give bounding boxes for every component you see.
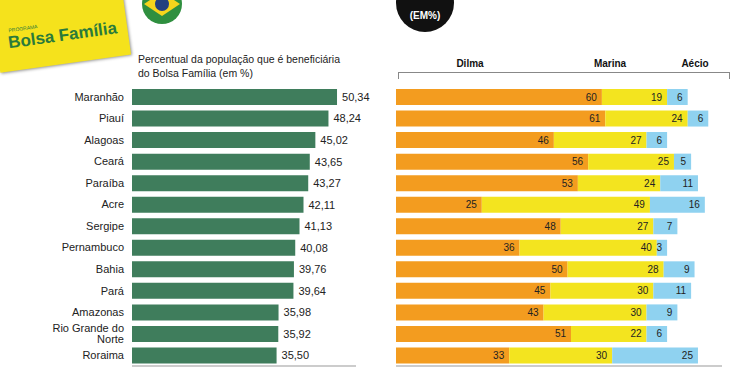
svg-text:3: 3 [657,242,663,253]
svg-text:6: 6 [677,92,683,103]
svg-text:9: 9 [667,307,673,318]
svg-text:35,50: 35,50 [282,349,310,361]
svg-text:48: 48 [545,221,557,232]
svg-text:Ceará: Ceará [94,155,125,167]
svg-text:39,76: 39,76 [299,263,327,275]
svg-text:27: 27 [637,221,649,232]
svg-text:40,08: 40,08 [300,242,328,254]
svg-text:Pernambuco: Pernambuco [62,241,124,253]
svg-text:Alagoas: Alagoas [84,134,124,146]
svg-text:27: 27 [630,135,642,146]
svg-text:39,64: 39,64 [298,285,326,297]
svg-text:30: 30 [596,350,608,361]
html-text:Percentual da população que é: Percentual da população que é beneficiár… [138,53,340,79]
svg-text:43: 43 [527,307,539,318]
html-text:Aécio: Aécio [681,58,709,69]
svg-text:50: 50 [551,264,563,275]
svg-text:Maranhão: Maranhão [74,91,124,103]
svg-text:Piauí: Piauí [99,112,124,124]
svg-text:11: 11 [683,178,694,189]
svg-text:41,13: 41,13 [305,220,333,232]
html-text:Dilma: Dilma [456,58,484,69]
svg-text:Bahia: Bahia [96,263,125,275]
html-text:(EM%): (EM%) [409,10,441,21]
svg-text:Sergipe: Sergipe [86,220,124,232]
svg-text:24: 24 [672,113,684,124]
html-text:Marina: Marina [593,58,627,69]
svg-text:33: 33 [493,350,505,361]
svg-text:53: 53 [562,178,574,189]
svg-text:30: 30 [630,307,642,318]
html-text:PROGRAMA: PROGRAMA [8,23,38,34]
svg-text:Acre: Acre [101,198,124,210]
svg-text:9: 9 [684,264,690,275]
svg-text:Roraima: Roraima [82,349,124,361]
svg-text:7: 7 [667,221,673,232]
svg-text:6: 6 [698,113,704,124]
svg-text:61: 61 [589,113,601,124]
svg-text:40: 40 [641,242,653,253]
svg-text:49: 49 [634,199,646,210]
svg-text:30: 30 [637,285,649,296]
svg-text:5: 5 [681,156,687,167]
svg-text:19: 19 [651,92,663,103]
svg-text:35,92: 35,92 [283,328,311,340]
svg-text:43,27: 43,27 [313,177,341,189]
svg-text:6: 6 [657,135,663,146]
svg-text:11: 11 [676,285,687,296]
svg-text:46: 46 [538,135,550,146]
svg-text:25: 25 [682,350,694,361]
svg-text:Paraíba: Paraíba [85,177,124,189]
svg-text:42,11: 42,11 [309,199,336,211]
svg-text:43,65: 43,65 [315,156,343,168]
svg-text:45,02: 45,02 [320,134,348,146]
svg-text:60: 60 [586,92,598,103]
svg-text:50,34: 50,34 [342,91,370,103]
svg-text:25: 25 [658,156,670,167]
svg-text:Rio Grande doNorte: Rio Grande doNorte [52,322,124,345]
svg-text:Amazonas: Amazonas [72,306,124,318]
svg-text:56: 56 [572,156,584,167]
svg-text:6: 6 [657,328,663,339]
html-text:Bolsa Família: Bolsa Família [6,18,119,53]
svg-text:16: 16 [689,199,701,210]
svg-text:28: 28 [648,264,660,275]
svg-text:51: 51 [555,328,567,339]
svg-text:24: 24 [644,178,656,189]
svg-text:36: 36 [503,242,515,253]
svg-text:45: 45 [534,285,546,296]
svg-text:48,24: 48,24 [333,112,361,124]
svg-text:25: 25 [466,199,478,210]
svg-text:22: 22 [630,328,642,339]
svg-text:Pará: Pará [101,285,125,297]
svg-text:35,98: 35,98 [284,306,312,318]
